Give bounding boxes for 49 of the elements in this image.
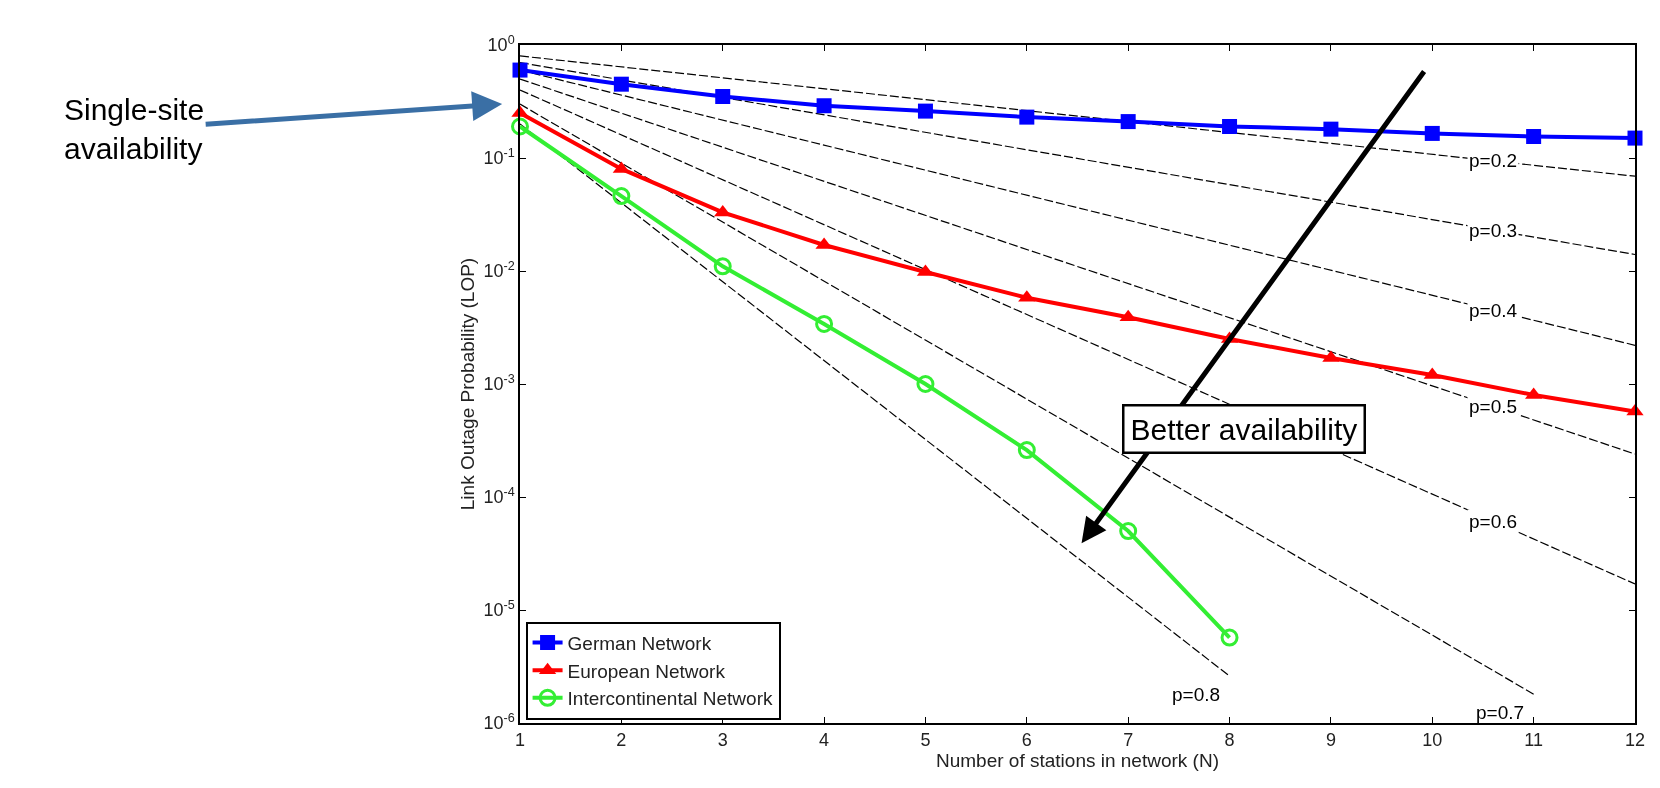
legend-label: European Network — [567, 660, 726, 682]
y-tick-label: 10$^{0}$ — [487, 32, 515, 56]
y-tick-label: 10$^{-3}$ — [483, 371, 515, 395]
x-tick-label: 8 — [1224, 730, 1235, 751]
series-label: p=0.7 — [1476, 702, 1525, 723]
y-tick-label: 10$^{-6}$ — [483, 710, 515, 734]
legend-label: Intercontinental Network — [567, 688, 773, 710]
point — [1019, 109, 1035, 125]
x-tick-label: 1 — [514, 730, 526, 751]
series-label: p=0.4 — [1469, 300, 1518, 321]
series-label: p=0.2 — [1469, 150, 1518, 171]
point — [715, 89, 731, 105]
y-tick-label: 10$^{-1}$ — [483, 145, 515, 169]
point — [815, 314, 834, 333]
x-tick-label: 7 — [1123, 730, 1134, 751]
series-label: p=0.3 — [1469, 220, 1518, 241]
series-label: p=0.8 — [1172, 684, 1221, 705]
x-axis-title: Number of stations in network (N) — [936, 750, 1219, 772]
annotation: Better availability — [1130, 412, 1358, 446]
point — [713, 257, 732, 276]
point — [1526, 128, 1542, 144]
series-label: p=0.6 — [1469, 511, 1518, 532]
series-label: p=0.5 — [1469, 396, 1518, 417]
text: Single-site availability — [64, 93, 205, 165]
x-tick-label: 10 — [1422, 730, 1443, 751]
y-tick-label: 10$^{-2}$ — [483, 258, 515, 282]
x-tick-label: 6 — [1021, 730, 1032, 751]
point — [714, 204, 732, 217]
legend-label: German Network — [567, 632, 712, 654]
x-tick-label: 9 — [1325, 730, 1336, 751]
point — [613, 76, 629, 92]
point — [1222, 119, 1238, 134]
point — [511, 117, 529, 136]
point — [917, 103, 933, 119]
point — [1323, 121, 1339, 137]
point — [816, 98, 832, 114]
y-tick-label: 10$^{-4}$ — [483, 484, 515, 508]
point — [1424, 125, 1440, 141]
y-axis-title: Link Outage Probability (LOP) — [456, 257, 478, 511]
x-tick-label: 12 — [1624, 730, 1646, 751]
x-tick-label: 11 — [1524, 730, 1543, 751]
x-tick-label: 5 — [920, 730, 931, 751]
x-tick-label: 4 — [819, 730, 830, 751]
point — [612, 187, 631, 206]
y-tick-label: 10$^{-5}$ — [483, 597, 515, 621]
point — [1120, 114, 1136, 130]
x-tick-label: 3 — [717, 730, 728, 751]
x-tick-label: 2 — [616, 730, 627, 751]
point — [916, 375, 935, 393]
